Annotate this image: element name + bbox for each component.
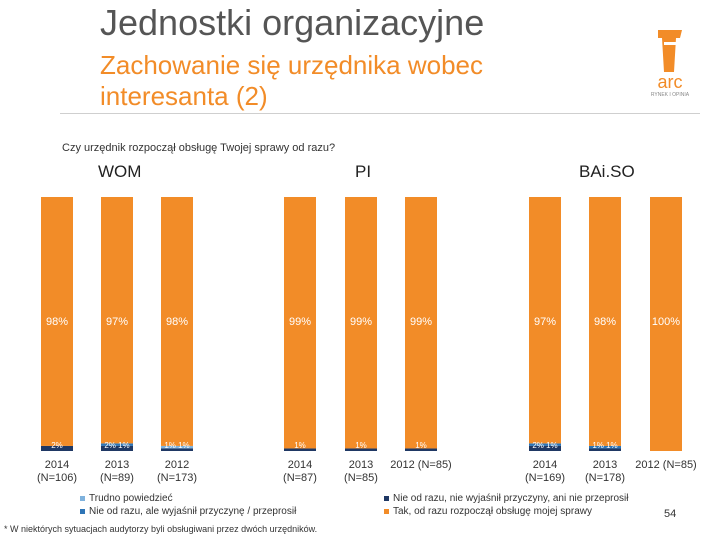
bar-segment <box>101 443 133 446</box>
category-label: (N=106) <box>37 472 77 484</box>
legend-right: Nie od razu, nie wyjaśnił przyczyny, ani… <box>384 492 628 518</box>
category-label: (N=169) <box>525 472 565 484</box>
bar-segment <box>529 443 561 446</box>
category-label: (N=89) <box>100 472 134 484</box>
bar-segment <box>345 448 377 451</box>
category-label: 2012 (N=85) <box>635 459 696 471</box>
legend-item-wyjasnil: Nie od razu, ale wyjaśnił przyczynę / pr… <box>80 505 296 518</box>
group-label-baiso: BAi.SO <box>579 162 635 181</box>
bar-segment <box>529 197 561 444</box>
footnote: * W niektórych sytuacjach audytorzy byli… <box>4 524 318 534</box>
data-label-tak: 100% <box>652 316 680 328</box>
legend-item-trudno: Trudno powiedzieć <box>80 492 296 505</box>
bar-segment <box>405 197 437 449</box>
category-label: (N=173) <box>157 472 197 484</box>
category-label: 2013 <box>349 459 373 471</box>
data-label-tak: 99% <box>350 316 372 328</box>
category-label: (N=178) <box>585 472 625 484</box>
bar-segment <box>161 448 193 451</box>
legend-label: Nie od razu, nie wyjaśnił przyczyny, ani… <box>393 493 629 504</box>
bar-segment <box>41 445 73 451</box>
legend-item-nie-wyjasnil: Nie od razu, nie wyjaśnił przyczyny, ani… <box>384 492 628 505</box>
data-label-tak: 97% <box>106 316 128 328</box>
page-number: 54 <box>664 508 677 520</box>
bar-segment <box>161 197 193 446</box>
data-label-small: 1% 1% <box>592 441 617 450</box>
lighthouse-icon <box>658 30 682 72</box>
legend-swatch <box>384 496 389 501</box>
data-label-small: 1% <box>355 441 367 450</box>
category-label: 2012 (N=85) <box>390 459 451 471</box>
legend-swatch <box>80 496 85 501</box>
data-label-tak: 98% <box>166 316 188 328</box>
legend-item-tak: Tak, od razu rozpoczął obsługę mojej spr… <box>384 505 628 518</box>
bar-segment <box>650 197 682 451</box>
data-label-tak: 98% <box>594 316 616 328</box>
category-label: 2013 <box>105 459 129 471</box>
bar-segment <box>405 448 437 451</box>
page-title: Jednostki organizacyjne <box>100 2 485 43</box>
bar-segment <box>345 197 377 449</box>
data-label-small: 2% 1% <box>104 441 129 450</box>
legend-label: Nie od razu, ale wyjaśnił przyczynę / pr… <box>89 506 297 517</box>
bar-segment <box>589 197 621 446</box>
group-label-pi: PI <box>355 162 372 181</box>
bar-segment <box>284 197 316 449</box>
legend-label: Trudno powiedzieć <box>89 493 173 504</box>
category-label: 2013 <box>593 459 617 471</box>
category-label: (N=85) <box>344 472 378 484</box>
bar-segment <box>589 445 621 449</box>
category-label: (N=87) <box>283 472 317 484</box>
data-label-tak: 99% <box>289 316 311 328</box>
bar-segment <box>589 448 621 451</box>
data-label-tak: 98% <box>46 316 68 328</box>
data-label-small: 2% <box>51 441 63 450</box>
bar-segment <box>529 445 561 451</box>
legend-swatch <box>80 509 85 514</box>
bar-segment <box>161 445 193 449</box>
data-label-tak: 99% <box>410 316 432 328</box>
header-divider <box>60 113 700 114</box>
arc-logo: arc RYNEK I OPINIA <box>651 30 690 98</box>
logo-text: arc <box>657 72 682 92</box>
data-label-tak: 97% <box>534 316 556 328</box>
category-label: 2014 <box>45 459 69 471</box>
legend-swatch <box>384 509 389 514</box>
data-label-small: 2% 1% <box>532 441 557 450</box>
logo-tagline: RYNEK I OPINIA <box>651 92 690 98</box>
data-label-small: 1% 1% <box>164 441 189 450</box>
bar-segment <box>41 197 73 446</box>
bar-segment <box>101 445 133 451</box>
category-label: 2014 <box>533 459 557 471</box>
legend-left: Trudno powiedzieć Nie od razu, ale wyjaś… <box>80 492 296 518</box>
category-label: 2012 <box>165 459 189 471</box>
category-label: 2014 <box>288 459 312 471</box>
data-label-small: 1% <box>415 441 427 450</box>
page-subtitle: Zachowanie się urzędnika wobec interesan… <box>100 50 483 111</box>
legend-label: Tak, od razu rozpoczął obsługę mojej spr… <box>393 506 592 517</box>
bar-segment <box>284 448 316 451</box>
bar-segment <box>101 197 133 444</box>
data-label-small: 1% <box>294 441 306 450</box>
chart-question: Czy urzędnik rozpoczął obsługę Twojej sp… <box>62 142 336 154</box>
group-label-wom: WOM <box>98 162 142 181</box>
